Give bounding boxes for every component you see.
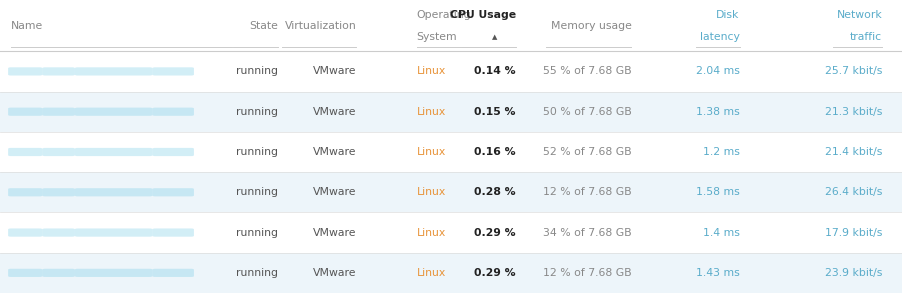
Text: Disk: Disk bbox=[716, 10, 740, 21]
Text: 34 % of 7.68 GB: 34 % of 7.68 GB bbox=[543, 228, 631, 238]
Text: 0.29 %: 0.29 % bbox=[474, 228, 516, 238]
Text: 1.4 ms: 1.4 ms bbox=[703, 228, 740, 238]
Text: 1.38 ms: 1.38 ms bbox=[695, 107, 740, 117]
FancyBboxPatch shape bbox=[152, 148, 194, 156]
Text: VMware: VMware bbox=[313, 187, 356, 197]
Text: 50 % of 7.68 GB: 50 % of 7.68 GB bbox=[543, 107, 631, 117]
Text: Linux: Linux bbox=[417, 187, 446, 197]
Text: Network: Network bbox=[836, 10, 882, 21]
Bar bbox=[0, 91, 902, 132]
Text: 55 % of 7.68 GB: 55 % of 7.68 GB bbox=[543, 67, 631, 76]
Text: Memory usage: Memory usage bbox=[550, 21, 631, 31]
Text: running: running bbox=[235, 268, 278, 278]
Text: ▲: ▲ bbox=[492, 34, 497, 40]
Text: VMware: VMware bbox=[313, 268, 356, 278]
Text: running: running bbox=[235, 147, 278, 157]
Text: 2.04 ms: 2.04 ms bbox=[695, 67, 740, 76]
Text: 1.43 ms: 1.43 ms bbox=[695, 268, 740, 278]
Text: State: State bbox=[249, 21, 278, 31]
FancyBboxPatch shape bbox=[8, 67, 42, 76]
Text: VMware: VMware bbox=[313, 67, 356, 76]
FancyBboxPatch shape bbox=[152, 188, 194, 196]
Text: Virtualization: Virtualization bbox=[284, 21, 356, 31]
Text: Name: Name bbox=[11, 21, 43, 31]
Bar bbox=[0, 132, 902, 172]
FancyBboxPatch shape bbox=[152, 108, 194, 116]
FancyBboxPatch shape bbox=[8, 188, 42, 196]
Text: 1.58 ms: 1.58 ms bbox=[695, 187, 740, 197]
Text: running: running bbox=[235, 107, 278, 117]
Text: 25.7 kbit/s: 25.7 kbit/s bbox=[824, 67, 882, 76]
Text: 0.16 %: 0.16 % bbox=[474, 147, 516, 157]
Text: 23.9 kbit/s: 23.9 kbit/s bbox=[824, 268, 882, 278]
Text: 17.9 kbit/s: 17.9 kbit/s bbox=[824, 228, 882, 238]
FancyBboxPatch shape bbox=[8, 269, 42, 277]
Text: 0.28 %: 0.28 % bbox=[474, 187, 516, 197]
Text: Linux: Linux bbox=[417, 228, 446, 238]
Bar bbox=[0, 51, 902, 91]
Text: traffic: traffic bbox=[850, 32, 882, 42]
Bar bbox=[0, 172, 902, 212]
Text: Operating: Operating bbox=[417, 10, 472, 21]
FancyBboxPatch shape bbox=[152, 269, 194, 277]
Bar bbox=[0, 253, 902, 293]
Text: 12 % of 7.68 GB: 12 % of 7.68 GB bbox=[543, 187, 631, 197]
Text: VMware: VMware bbox=[313, 147, 356, 157]
Text: 0.14 %: 0.14 % bbox=[474, 67, 516, 76]
Text: 0.29 %: 0.29 % bbox=[474, 268, 516, 278]
FancyBboxPatch shape bbox=[152, 67, 194, 76]
Text: running: running bbox=[235, 67, 278, 76]
FancyBboxPatch shape bbox=[75, 188, 152, 196]
FancyBboxPatch shape bbox=[42, 148, 75, 156]
Text: System: System bbox=[417, 32, 457, 42]
Text: 1.2 ms: 1.2 ms bbox=[703, 147, 740, 157]
Text: running: running bbox=[235, 228, 278, 238]
Text: 21.4 kbit/s: 21.4 kbit/s bbox=[824, 147, 882, 157]
FancyBboxPatch shape bbox=[42, 108, 75, 116]
FancyBboxPatch shape bbox=[42, 269, 75, 277]
Bar bbox=[0, 0, 902, 51]
Text: Linux: Linux bbox=[417, 67, 446, 76]
FancyBboxPatch shape bbox=[42, 229, 75, 237]
FancyBboxPatch shape bbox=[75, 67, 152, 76]
FancyBboxPatch shape bbox=[75, 229, 152, 237]
FancyBboxPatch shape bbox=[75, 108, 152, 116]
Text: VMware: VMware bbox=[313, 107, 356, 117]
FancyBboxPatch shape bbox=[75, 269, 152, 277]
Text: 21.3 kbit/s: 21.3 kbit/s bbox=[824, 107, 882, 117]
Text: Linux: Linux bbox=[417, 147, 446, 157]
FancyBboxPatch shape bbox=[8, 108, 42, 116]
FancyBboxPatch shape bbox=[8, 229, 42, 237]
Bar bbox=[0, 212, 902, 253]
FancyBboxPatch shape bbox=[75, 148, 152, 156]
Text: 0.15 %: 0.15 % bbox=[474, 107, 516, 117]
Text: VMware: VMware bbox=[313, 228, 356, 238]
Text: latency: latency bbox=[700, 32, 740, 42]
Text: running: running bbox=[235, 187, 278, 197]
Text: Linux: Linux bbox=[417, 107, 446, 117]
Text: 52 % of 7.68 GB: 52 % of 7.68 GB bbox=[543, 147, 631, 157]
Text: CPU Usage: CPU Usage bbox=[450, 10, 516, 21]
FancyBboxPatch shape bbox=[8, 148, 42, 156]
FancyBboxPatch shape bbox=[42, 188, 75, 196]
FancyBboxPatch shape bbox=[152, 229, 194, 237]
Text: 12 % of 7.68 GB: 12 % of 7.68 GB bbox=[543, 268, 631, 278]
Text: Linux: Linux bbox=[417, 268, 446, 278]
Text: 26.4 kbit/s: 26.4 kbit/s bbox=[824, 187, 882, 197]
FancyBboxPatch shape bbox=[42, 67, 75, 76]
